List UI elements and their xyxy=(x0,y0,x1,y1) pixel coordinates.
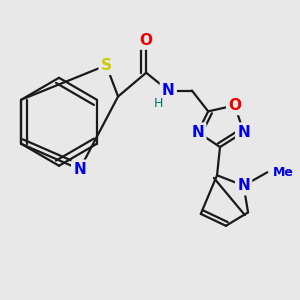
Text: N: N xyxy=(191,125,204,140)
Text: N: N xyxy=(237,178,250,193)
Text: N: N xyxy=(73,162,86,177)
Text: Me: Me xyxy=(273,166,293,179)
Text: H: H xyxy=(154,98,164,110)
Text: O: O xyxy=(140,32,153,47)
Text: N: N xyxy=(162,83,175,98)
Text: N: N xyxy=(237,125,250,140)
Text: O: O xyxy=(228,98,241,113)
Text: S: S xyxy=(101,58,112,73)
